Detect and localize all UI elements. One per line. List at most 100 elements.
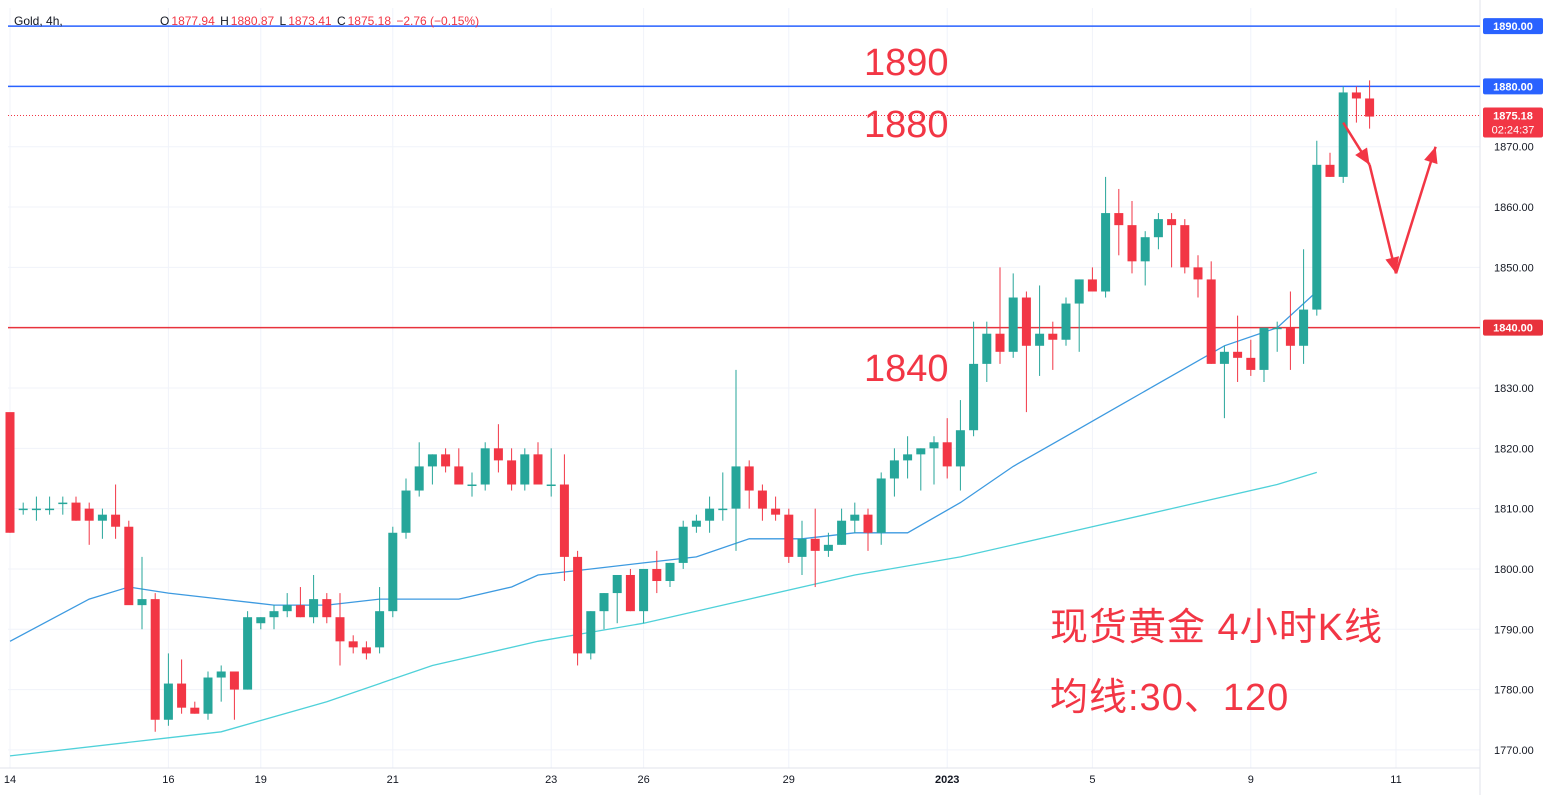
candle[interactable]	[137, 556, 147, 630]
candle[interactable]	[691, 514, 701, 533]
candle[interactable]	[1061, 297, 1071, 346]
candle[interactable]	[1338, 86, 1348, 183]
candle[interactable]	[124, 520, 134, 606]
candle[interactable]	[876, 472, 886, 545]
candle[interactable]	[1299, 249, 1309, 364]
candle[interactable]	[295, 587, 305, 618]
candle[interactable]	[1325, 152, 1335, 177]
candle[interactable]	[190, 701, 200, 714]
candle[interactable]	[401, 478, 411, 539]
candle[interactable]	[520, 448, 530, 491]
candle[interactable]	[599, 593, 609, 630]
candle[interactable]	[1351, 86, 1361, 123]
candle[interactable]	[903, 436, 913, 479]
candle[interactable]	[625, 568, 635, 612]
candle[interactable]	[546, 448, 556, 497]
candle[interactable]	[797, 520, 807, 575]
candle[interactable]	[1312, 140, 1322, 316]
candle[interactable]	[718, 472, 728, 521]
candle[interactable]	[269, 605, 279, 630]
candle[interactable]	[995, 267, 1005, 364]
candle[interactable]	[507, 448, 517, 491]
candle[interactable]	[850, 502, 860, 533]
candle[interactable]	[731, 369, 741, 551]
candle[interactable]	[1193, 255, 1203, 298]
candle[interactable]	[388, 526, 398, 618]
candle[interactable]	[111, 484, 121, 539]
candle[interactable]	[335, 593, 345, 666]
candle[interactable]	[177, 659, 187, 714]
candle[interactable]	[375, 587, 385, 654]
candle[interactable]	[282, 593, 292, 618]
candle[interactable]	[1048, 321, 1058, 370]
candle[interactable]	[1365, 80, 1375, 129]
candle[interactable]	[652, 550, 662, 594]
candle[interactable]	[1272, 321, 1282, 352]
candle[interactable]	[309, 574, 319, 624]
candle[interactable]	[243, 611, 253, 690]
candle[interactable]	[612, 574, 622, 624]
candle[interactable]	[203, 671, 213, 720]
candle[interactable]	[58, 496, 68, 515]
candle[interactable]	[771, 496, 781, 521]
candle[interactable]	[1114, 188, 1124, 256]
candle[interactable]	[150, 593, 160, 732]
candle[interactable]	[784, 508, 794, 563]
candle[interactable]	[361, 641, 371, 660]
candle[interactable]	[942, 418, 952, 479]
candle[interactable]	[916, 448, 926, 491]
candle[interactable]	[1180, 219, 1190, 274]
candle[interactable]	[1074, 279, 1084, 352]
candle[interactable]	[1167, 213, 1177, 268]
candle[interactable]	[163, 653, 173, 726]
candle[interactable]	[744, 460, 754, 509]
candle[interactable]	[1140, 231, 1150, 286]
candle[interactable]	[71, 496, 81, 521]
candle[interactable]	[493, 424, 503, 473]
candle[interactable]	[705, 496, 715, 533]
candle[interactable]	[256, 617, 266, 630]
candle[interactable]	[97, 508, 107, 539]
candle[interactable]	[1087, 267, 1097, 292]
candle[interactable]	[757, 484, 767, 521]
candle[interactable]	[84, 502, 94, 545]
ma120-line[interactable]	[9, 471, 1317, 757]
candle[interactable]	[1233, 315, 1243, 382]
candle[interactable]	[982, 321, 992, 382]
candle[interactable]	[823, 532, 833, 557]
candle[interactable]	[31, 496, 41, 521]
candle[interactable]	[441, 448, 451, 473]
candle[interactable]	[559, 454, 569, 582]
candle[interactable]	[1101, 176, 1111, 298]
candle[interactable]	[586, 611, 596, 660]
candle[interactable]	[427, 454, 437, 485]
candle[interactable]	[1285, 291, 1295, 370]
candle[interactable]	[216, 665, 226, 702]
candle[interactable]	[348, 635, 358, 654]
candle[interactable]	[229, 671, 239, 720]
candle[interactable]	[480, 442, 490, 491]
candle[interactable]	[1219, 345, 1229, 419]
candle[interactable]	[1246, 339, 1256, 376]
candle[interactable]	[678, 520, 688, 569]
candle[interactable]	[863, 508, 873, 551]
candle[interactable]	[467, 472, 477, 497]
plot-area[interactable]	[8, 0, 1480, 768]
candle[interactable]	[414, 442, 424, 497]
candle[interactable]	[837, 508, 847, 545]
candle[interactable]	[889, 448, 899, 497]
candle[interactable]	[665, 562, 675, 588]
candle[interactable]	[1008, 273, 1018, 358]
candle[interactable]	[929, 436, 939, 485]
candle[interactable]	[1206, 261, 1216, 364]
ma30-line[interactable]	[9, 291, 1318, 642]
candle[interactable]	[454, 448, 464, 485]
candle[interactable]	[639, 568, 649, 624]
candle[interactable]	[810, 508, 820, 588]
candle[interactable]	[322, 593, 332, 624]
candle[interactable]	[18, 502, 28, 515]
candle[interactable]	[1021, 291, 1031, 413]
candle[interactable]	[45, 496, 55, 515]
candle[interactable]	[5, 412, 15, 533]
